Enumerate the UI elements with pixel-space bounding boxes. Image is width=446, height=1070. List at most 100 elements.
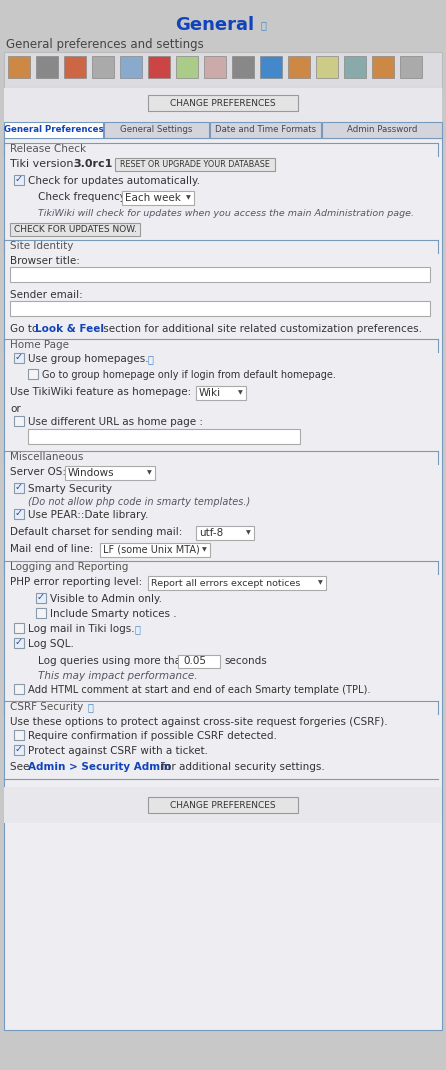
Text: General Settings: General Settings <box>120 125 193 135</box>
Text: ⓘ: ⓘ <box>88 702 94 712</box>
Text: Mail end of line:: Mail end of line: <box>10 544 93 554</box>
Text: Admin > Security Admin: Admin > Security Admin <box>28 762 171 771</box>
Text: Log queries using more than: Log queries using more than <box>38 656 188 666</box>
Text: PHP error reporting level:: PHP error reporting level: <box>10 577 142 587</box>
Text: ✓: ✓ <box>15 508 23 518</box>
Bar <box>4 122 103 138</box>
Bar <box>196 386 246 400</box>
Bar <box>4 88 442 122</box>
Bar <box>176 56 198 78</box>
Bar <box>196 526 254 540</box>
Text: Log mail in Tiki logs.: Log mail in Tiki logs. <box>28 624 135 635</box>
Bar <box>204 56 226 78</box>
Bar <box>372 56 394 78</box>
Bar <box>316 56 338 78</box>
Text: 0.05: 0.05 <box>183 656 206 666</box>
Bar <box>64 56 86 78</box>
Bar <box>232 56 254 78</box>
Bar <box>4 788 442 823</box>
Text: Protect against CSRF with a ticket.: Protect against CSRF with a ticket. <box>28 746 208 756</box>
Text: Include Smarty notices .: Include Smarty notices . <box>50 609 177 620</box>
Text: Wiki: Wiki <box>199 388 221 398</box>
Text: General preferences and settings: General preferences and settings <box>6 39 204 51</box>
Text: Use these options to protect against cross-site request forgeries (CSRF).: Use these options to protect against cro… <box>10 717 388 727</box>
Bar <box>14 623 24 633</box>
Text: Use different URL as home page :: Use different URL as home page : <box>28 417 203 427</box>
Text: Server OS:: Server OS: <box>10 467 66 477</box>
Text: 3.0rc1: 3.0rc1 <box>73 159 112 169</box>
Bar <box>14 175 24 185</box>
Bar <box>260 56 282 78</box>
Text: Add HTML comment at start and end of each Smarty template (TPL).: Add HTML comment at start and end of eac… <box>28 685 371 696</box>
Text: CSRF Security: CSRF Security <box>10 702 83 712</box>
Bar <box>14 353 24 363</box>
Text: Use PEAR::Date library.: Use PEAR::Date library. <box>28 510 149 520</box>
Text: General Preferences: General Preferences <box>4 125 103 135</box>
Text: ▼: ▼ <box>318 581 323 585</box>
Text: Date and Time Formats: Date and Time Formats <box>215 125 316 135</box>
Text: Home Page: Home Page <box>10 340 69 350</box>
Bar <box>210 122 321 138</box>
Bar <box>14 745 24 755</box>
Bar <box>10 223 140 236</box>
Text: Use group homepages.: Use group homepages. <box>28 354 149 364</box>
Text: Look & Feel: Look & Feel <box>35 324 104 334</box>
Text: ▼: ▼ <box>246 531 251 535</box>
Text: Check for updates automatically.: Check for updates automatically. <box>28 175 200 186</box>
Text: See: See <box>10 762 33 771</box>
Bar <box>10 301 430 316</box>
Bar <box>14 730 24 740</box>
Text: LF (some Unix MTA): LF (some Unix MTA) <box>103 545 200 555</box>
Text: Report all errors except notices: Report all errors except notices <box>151 579 300 587</box>
Text: ✓: ✓ <box>15 637 23 647</box>
Text: Logging and Reporting: Logging and Reporting <box>10 562 128 572</box>
Text: Check frequency:: Check frequency: <box>38 192 129 202</box>
Text: ✓: ✓ <box>15 744 23 754</box>
Text: ✓: ✓ <box>15 174 23 184</box>
Text: ✓: ✓ <box>15 482 23 492</box>
Text: ▼: ▼ <box>147 471 152 475</box>
Text: Sender email:: Sender email: <box>10 290 83 300</box>
Bar <box>100 542 210 557</box>
Bar <box>10 268 430 282</box>
Bar <box>322 122 442 138</box>
Bar <box>36 56 58 78</box>
Text: Smarty Security: Smarty Security <box>28 484 112 494</box>
Bar <box>400 56 422 78</box>
Text: ✓: ✓ <box>37 592 45 602</box>
Text: Site Identity: Site Identity <box>10 241 74 251</box>
Bar <box>14 638 24 648</box>
Text: Browser title:: Browser title: <box>10 256 80 266</box>
Bar <box>28 369 38 379</box>
Bar <box>122 192 194 205</box>
Bar <box>36 593 46 603</box>
Text: TikiWiki will check for updates when you access the main Administration page.: TikiWiki will check for updates when you… <box>38 209 414 218</box>
Text: CHANGE PREFERENCES: CHANGE PREFERENCES <box>170 800 276 810</box>
Text: ⓘ: ⓘ <box>261 20 267 30</box>
Bar <box>120 56 142 78</box>
Text: ⓘ: ⓘ <box>148 354 154 364</box>
Bar <box>4 52 442 88</box>
Text: seconds: seconds <box>224 656 267 666</box>
Bar <box>148 797 298 813</box>
Bar <box>148 56 170 78</box>
Text: Each week: Each week <box>125 193 181 203</box>
Bar <box>104 122 209 138</box>
Text: RESET OR UPGRADE YOUR DATABASE: RESET OR UPGRADE YOUR DATABASE <box>120 160 270 169</box>
Bar <box>178 655 220 668</box>
Text: for additional security settings.: for additional security settings. <box>158 762 325 771</box>
Text: This may impact performance.: This may impact performance. <box>38 671 198 681</box>
Text: Use TikiWiki feature as homepage:: Use TikiWiki feature as homepage: <box>10 387 191 397</box>
Bar <box>28 429 300 444</box>
Bar <box>14 483 24 493</box>
Text: Admin Password: Admin Password <box>347 125 417 135</box>
Text: CHANGE PREFERENCES: CHANGE PREFERENCES <box>170 98 276 107</box>
Text: ✓: ✓ <box>15 352 23 362</box>
Text: Require confirmation if possible CSRF detected.: Require confirmation if possible CSRF de… <box>28 731 277 742</box>
Text: ▼: ▼ <box>186 196 191 200</box>
Bar <box>8 56 30 78</box>
Bar <box>14 684 24 694</box>
Text: Miscellaneous: Miscellaneous <box>10 452 83 462</box>
Text: ▼: ▼ <box>238 391 243 396</box>
Text: or: or <box>10 404 21 414</box>
